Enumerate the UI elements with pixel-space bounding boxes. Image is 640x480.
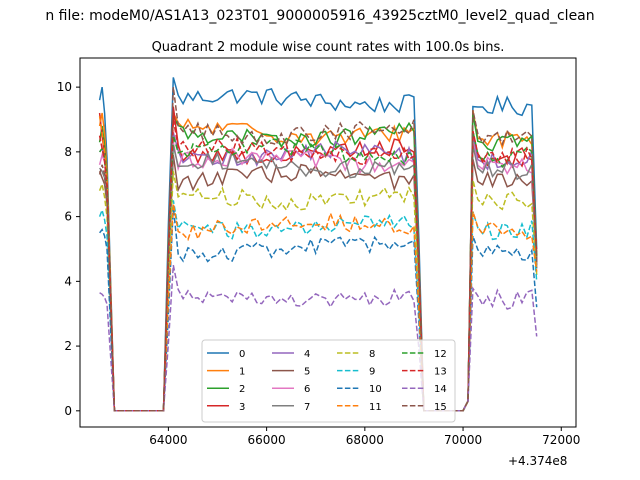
chart-title: Quadrant 2 module wise count rates with … <box>152 40 505 55</box>
legend-label-5: 5 <box>304 367 310 378</box>
legend-label-10: 10 <box>369 384 382 395</box>
x-offset-label: +4.374e8 <box>508 454 567 468</box>
x-tick-label: 66000 <box>248 433 286 447</box>
legend-label-11: 11 <box>369 402 382 413</box>
legend-box <box>201 339 456 423</box>
x-tick-label: 72000 <box>542 433 580 447</box>
legend-label-1: 1 <box>239 367 245 378</box>
series-layer <box>98 77 538 412</box>
legend-label-12: 12 <box>434 349 447 360</box>
legend-label-2: 2 <box>239 384 245 395</box>
series-line-13 <box>98 119 538 412</box>
legend-label-0: 0 <box>239 349 245 360</box>
plot-frame <box>79 57 577 428</box>
figure-suptitle: n file: modeM0/AS1A13_023T01_9000005916_… <box>45 8 594 24</box>
legend-label-6: 6 <box>304 384 310 395</box>
legend-label-4: 4 <box>304 349 310 360</box>
series-line-14 <box>99 265 538 412</box>
y-tick-label: 6 <box>64 210 72 224</box>
x-tick-label: 68000 <box>346 433 384 447</box>
y-tick-label: 0 <box>64 404 72 418</box>
legend-label-8: 8 <box>369 349 375 360</box>
legend-label-13: 13 <box>434 367 447 378</box>
y-tick-label: 4 <box>64 274 72 288</box>
legend-label-3: 3 <box>239 402 245 413</box>
y-tick-label: 10 <box>57 80 72 94</box>
y-axis: 0 2 4 6 8 10 <box>57 80 80 418</box>
y-tick-label: 2 <box>64 339 72 353</box>
x-tick-label: 70000 <box>444 433 482 447</box>
x-axis: 64000 66000 68000 70000 72000 <box>149 427 580 447</box>
legend-label-15: 15 <box>434 402 447 413</box>
legend-label-14: 14 <box>434 384 447 395</box>
legend-label-7: 7 <box>304 402 310 413</box>
y-tick-label: 8 <box>64 145 72 159</box>
legend-label-9: 9 <box>369 367 375 378</box>
x-tick-label: 64000 <box>149 433 187 447</box>
series-line-15 <box>98 87 538 412</box>
